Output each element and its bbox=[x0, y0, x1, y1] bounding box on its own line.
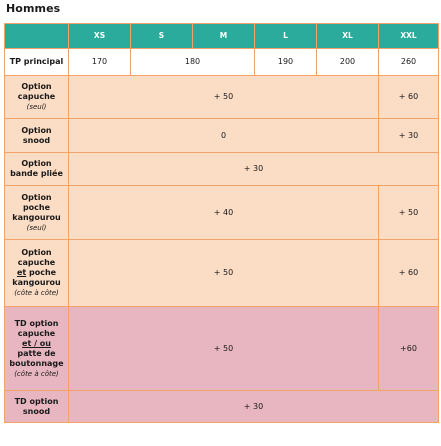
row-label-text: TD option capuche bbox=[14, 318, 59, 338]
header-l: L bbox=[254, 23, 317, 49]
cell-xs: 170 bbox=[68, 48, 131, 76]
row-label-text-2: poche kangourou bbox=[12, 268, 61, 287]
row-label-text: Option capuche bbox=[17, 248, 56, 267]
cell-xxl: 260 bbox=[378, 48, 439, 76]
option-capuche-row: Option capuche (seul) + 50 + 60 bbox=[4, 75, 439, 119]
row-label-note: (seul) bbox=[26, 223, 47, 232]
cell-xs-xl: + 50 bbox=[68, 239, 379, 307]
cell-xxl: + 60 bbox=[378, 239, 439, 307]
header-row: XS S M L XL XXL bbox=[4, 23, 439, 49]
cell-all-sizes: + 30 bbox=[68, 152, 439, 186]
header-xl: XL bbox=[316, 23, 379, 49]
header-xxl: XXL bbox=[378, 23, 439, 49]
cell-xxl: + 60 bbox=[378, 75, 439, 119]
row-label: Option capuche et poche kangourou (côte … bbox=[4, 239, 69, 307]
td-option-capuche-row: TD option capuche et / ou patte de bouto… bbox=[4, 306, 439, 391]
cell-all-sizes: + 30 bbox=[68, 390, 439, 423]
cell-xxl: +60 bbox=[378, 306, 439, 391]
size-price-table: XS S M L XL XXL TP principal 170 180 190… bbox=[4, 23, 439, 423]
row-label: TP principal bbox=[4, 48, 69, 76]
row-label: Option capuche (seul) bbox=[4, 75, 69, 119]
tp-principal-row: TP principal 170 180 190 200 260 bbox=[4, 48, 439, 76]
cell-xl: 200 bbox=[316, 48, 379, 76]
header-s: S bbox=[130, 23, 193, 49]
row-label-text-2: patte de boutonnage bbox=[9, 348, 64, 368]
cell-xxl: + 30 bbox=[378, 118, 439, 153]
td-option-snood-row: TD option snood + 30 bbox=[4, 390, 439, 423]
row-label-note: (côte à côte) bbox=[14, 289, 59, 297]
header-corner-cell bbox=[4, 23, 69, 49]
row-label-note: (seul) bbox=[26, 103, 47, 111]
row-label: Option poche kangourou (seul) bbox=[4, 185, 69, 240]
cell-xxl: + 50 bbox=[378, 185, 439, 240]
option-bande-pliee-row: Option bande pliée + 30 bbox=[4, 152, 439, 186]
cell-xs-xl: + 50 bbox=[68, 306, 379, 391]
cell-xs-xl: 0 bbox=[68, 118, 379, 153]
header-m: M bbox=[192, 23, 255, 49]
option-snood-row: Option snood 0 + 30 bbox=[4, 118, 439, 153]
header-xs: XS bbox=[68, 23, 131, 49]
row-label-text: Option capuche bbox=[17, 82, 56, 101]
row-label-connector: et / ou bbox=[22, 338, 51, 348]
row-label-connector: et bbox=[16, 268, 27, 277]
cell-l: 190 bbox=[254, 48, 317, 76]
row-label: TD option capuche et / ou patte de bouto… bbox=[4, 306, 69, 391]
cell-xs-xl: + 50 bbox=[68, 75, 379, 119]
row-label: TD option snood bbox=[4, 390, 69, 423]
table-title: Hommes bbox=[6, 2, 61, 15]
row-label-note: (côte à côte) bbox=[14, 369, 59, 378]
row-label: Option bande pliée bbox=[4, 152, 69, 186]
cell-s-m: 180 bbox=[130, 48, 255, 76]
option-poche-kangourou-row: Option poche kangourou (seul) + 40 + 50 bbox=[4, 185, 439, 240]
option-capuche-poche-row: Option capuche et poche kangourou (côte … bbox=[4, 239, 439, 307]
row-label: Option snood bbox=[4, 118, 69, 153]
row-label-text: Option poche kangourou bbox=[12, 192, 61, 222]
cell-xs-xl: + 40 bbox=[68, 185, 379, 240]
